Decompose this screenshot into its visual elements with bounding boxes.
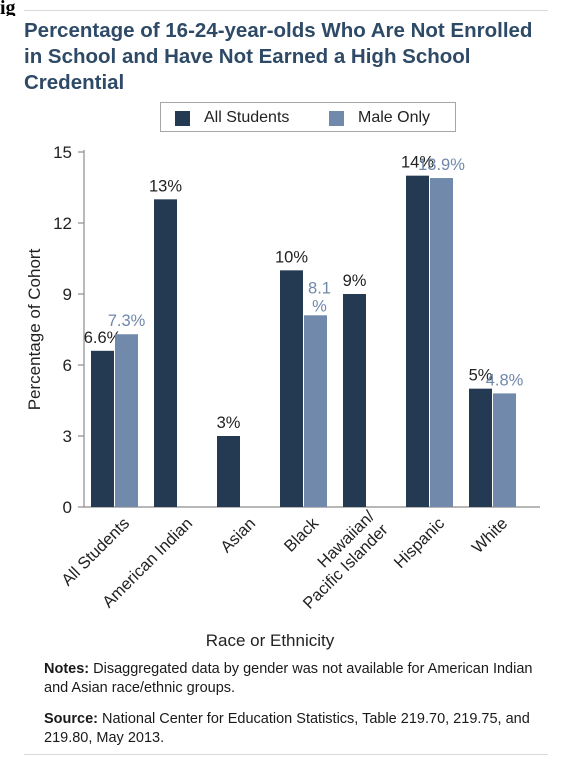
notes: Notes: Disaggregated data by gender was … xyxy=(44,660,544,698)
y-tick-label: 15 xyxy=(53,143,72,162)
bar-all-students xyxy=(154,199,177,508)
data-label: 7.3% xyxy=(108,312,146,330)
legend-item-all-students: All Students xyxy=(175,108,289,128)
data-label: % xyxy=(312,297,327,315)
data-label: 10% xyxy=(275,248,308,266)
source-label: Source: xyxy=(44,711,98,727)
bar-chart: 0 3 6 9 12 15 Percentage of Cohort Race or Ethn… xyxy=(25,143,540,650)
source-text: National Center for Education Statistics… xyxy=(44,711,530,746)
data-label: 8.1 xyxy=(308,279,331,297)
bar-all-students xyxy=(217,436,240,507)
chart-title: Percentage of 16-24-year-olds Who Are No… xyxy=(24,19,533,94)
source: Source: National Center for Education St… xyxy=(44,710,544,748)
bottom-rule xyxy=(24,754,548,755)
page-fragment-text: ig xyxy=(0,0,16,16)
data-label: 6.6% xyxy=(84,329,122,347)
data-label: 3% xyxy=(217,414,241,432)
top-rule xyxy=(24,10,548,11)
notes-text: Disaggregated data by gender was not ava… xyxy=(44,661,533,696)
x-tick-label: White xyxy=(469,514,512,557)
legend-item-male-only: Male Only xyxy=(329,108,430,128)
bar-all-students xyxy=(469,388,492,507)
x-axis-label: Race or Ethnicity xyxy=(206,631,335,650)
data-label: 13.9% xyxy=(418,156,465,174)
bar-male-only xyxy=(304,315,327,507)
x-tick-label: Black xyxy=(281,514,323,556)
data-label: 14% xyxy=(401,154,434,172)
bar-all-students xyxy=(280,270,303,507)
bar-all-students xyxy=(406,175,429,507)
y-tick-label: 12 xyxy=(53,214,72,233)
data-label: 4.8% xyxy=(486,371,524,389)
bar-male-only xyxy=(115,334,138,507)
data-label: 5% xyxy=(469,367,493,385)
x-tick-label: Hispanic xyxy=(391,514,448,571)
legend-swatch-all-students xyxy=(175,110,190,126)
y-tick-label: 9 xyxy=(63,285,72,304)
legend: All Students Male Only xyxy=(160,102,456,132)
notes-label: Notes: xyxy=(44,661,90,677)
y-tick-label: 3 xyxy=(63,427,72,446)
data-label: 9% xyxy=(343,272,367,290)
bar-all-students xyxy=(343,294,366,507)
bar-male-only xyxy=(493,393,516,507)
legend-label-all-students: All Students xyxy=(204,109,290,126)
legend-label-male-only: Male Only xyxy=(358,109,431,126)
y-tick-label: 6 xyxy=(63,356,72,375)
bar-male-only xyxy=(430,178,453,507)
bar-all-students xyxy=(91,350,114,507)
legend-swatch-male-only xyxy=(329,110,344,126)
data-label: 13% xyxy=(149,177,182,195)
y-axis-label: Percentage of Cohort xyxy=(25,248,44,410)
x-tick-label: Asian xyxy=(217,514,259,556)
y-tick-label: 0 xyxy=(63,498,72,517)
